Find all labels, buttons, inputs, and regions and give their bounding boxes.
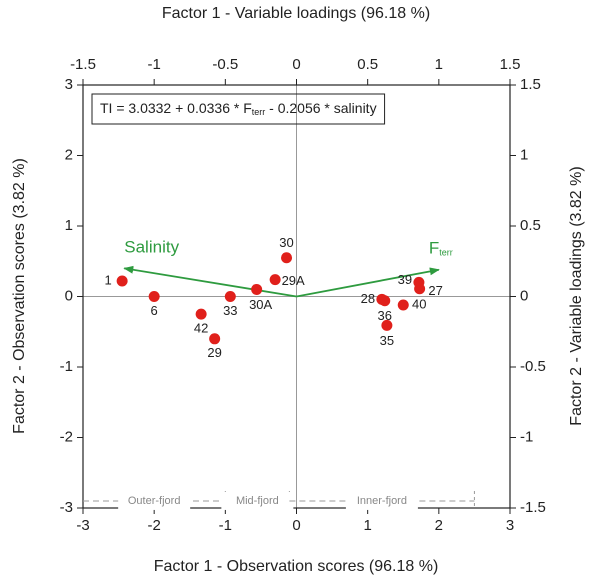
point-label: 29A <box>282 273 305 288</box>
region-label-bg <box>221 491 294 510</box>
region-label-bg <box>345 491 418 510</box>
y2-tick-label: 1 <box>520 146 528 163</box>
point-label: 30A <box>249 297 272 312</box>
x2-axis-label: Factor 1 - Variable loadings (96.18 %) <box>162 5 430 22</box>
point <box>379 295 391 307</box>
x2-tick-label: 1 <box>435 56 443 73</box>
y-tick-label: -1 <box>60 358 73 375</box>
y-axis-label: Factor 2 - Observation scores (3.82 %) <box>11 158 28 434</box>
x2-tick-label: 0 <box>292 56 300 73</box>
point-label: 33 <box>223 303 237 318</box>
point-label: 40 <box>412 296 426 311</box>
y-tick-label: -3 <box>60 499 73 516</box>
x2-tick-label: -1.5 <box>70 56 96 73</box>
equation-sub: terr <box>252 107 266 117</box>
x2-tick-label: 1.5 <box>500 56 521 73</box>
point <box>116 275 128 287</box>
point-label: 39 <box>398 272 412 287</box>
point <box>224 291 236 302</box>
y-tick-label: 3 <box>65 76 73 93</box>
point-label: 35 <box>380 333 394 348</box>
point-label: 27 <box>428 283 442 298</box>
vector-label: Salinity <box>124 238 179 257</box>
point <box>397 299 409 311</box>
vector-name: Salinity <box>124 238 179 257</box>
x-tick-label: 2 <box>435 517 443 534</box>
point-label: 29 <box>207 345 221 360</box>
x-tick-label: 0 <box>292 517 300 534</box>
point <box>209 333 221 345</box>
x-tick-label: 1 <box>363 517 371 534</box>
point <box>251 283 263 295</box>
point <box>381 319 393 331</box>
x2-tick-label: -0.5 <box>212 56 238 73</box>
y-tick-label: 0 <box>65 287 73 304</box>
point <box>148 291 160 302</box>
point-label: 1 <box>105 272 112 287</box>
y-tick-label: -2 <box>60 428 73 445</box>
y2-tick-label: 0.5 <box>520 217 541 234</box>
point <box>281 252 293 264</box>
equation-part: - 0.2056 * salinity <box>265 100 376 116</box>
y2-tick-label: -1.5 <box>520 499 546 516</box>
point <box>195 308 207 320</box>
x-tick-label: -3 <box>76 517 89 534</box>
y2-axis-label: Factor 2 - Variable loadings (3.82 %) <box>568 166 585 425</box>
x2-tick-label: -1 <box>147 56 160 73</box>
vector-label: Fterr <box>429 239 453 258</box>
region-label: Inner-fjord <box>357 495 407 507</box>
y-tick-label: 2 <box>65 146 73 163</box>
loading-vector <box>296 267 440 298</box>
equation: TI = 3.0332 + 0.0336 * Fterr - 0.2056 * … <box>100 100 377 118</box>
x-axis-label: Factor 1 - Observation scores (96.18 %) <box>154 558 439 575</box>
equation-part: TI = 3.0332 + 0.0336 * F <box>100 100 252 116</box>
point-label: 28 <box>361 291 375 306</box>
point-label: 6 <box>151 303 158 318</box>
x-tick-label: -1 <box>219 517 232 534</box>
x-tick-label: 3 <box>506 517 514 534</box>
loading-vector <box>123 265 297 298</box>
region-label: Mid-fjord <box>236 495 279 507</box>
region-label-bg <box>118 491 191 510</box>
point-label: 30 <box>279 235 293 250</box>
point-label: 42 <box>194 321 208 336</box>
point-label: 36 <box>378 308 392 323</box>
x2-tick-label: 0.5 <box>357 56 378 73</box>
y2-tick-label: 1.5 <box>520 76 541 93</box>
point <box>414 283 426 295</box>
vector-sub: terr <box>439 248 453 258</box>
vector-name: F <box>429 239 439 258</box>
y2-tick-label: 0 <box>520 287 528 304</box>
equation-box <box>91 93 386 125</box>
y-tick-label: 1 <box>65 217 73 234</box>
point <box>269 274 281 286</box>
y2-tick-label: -1 <box>520 428 533 445</box>
region-label: Outer-fjord <box>128 495 181 507</box>
y2-tick-label: -0.5 <box>520 358 546 375</box>
x-tick-label: -2 <box>147 517 160 534</box>
